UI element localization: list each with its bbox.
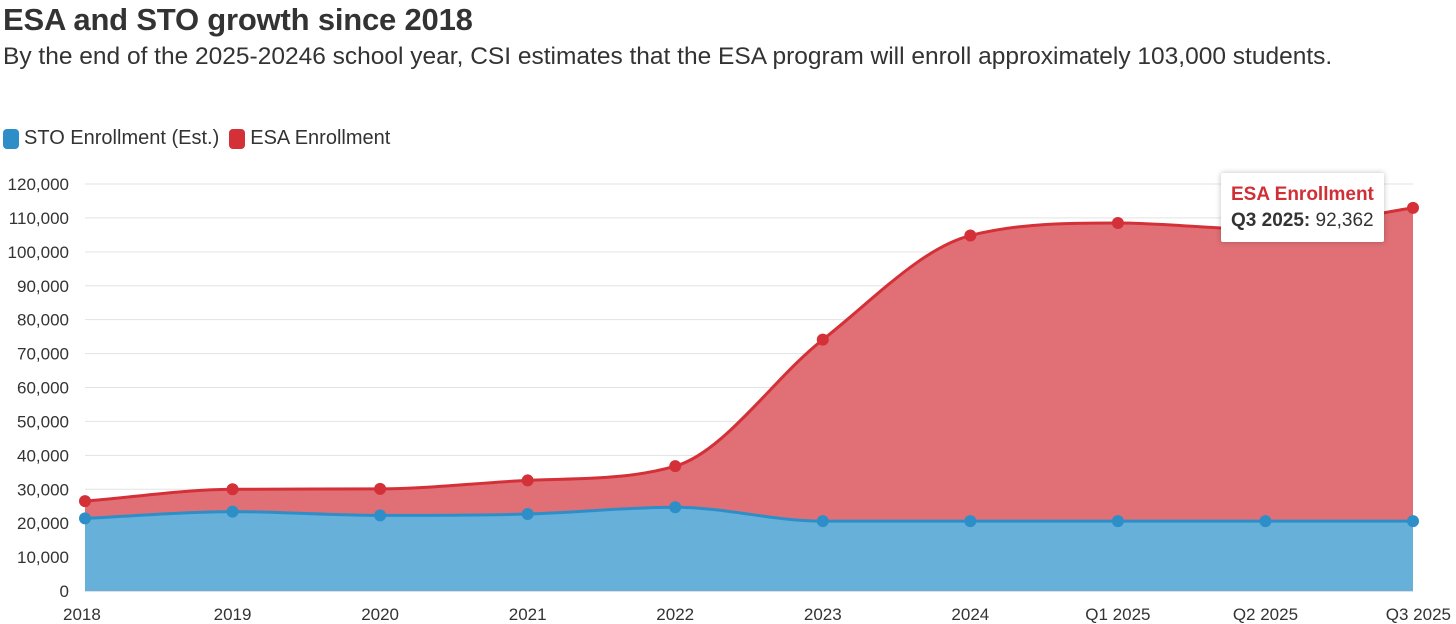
y-tick-label: 10,000 [17,548,69,567]
sto-point [816,515,829,528]
x-tick-label: 2023 [804,605,842,624]
esa-point [816,333,829,346]
y-tick-label: 40,000 [17,446,69,465]
esa-area [85,207,1413,522]
sto-point [1259,515,1272,528]
x-tick-label: 2021 [509,605,547,624]
tooltip-series: ESA Enrollment [1231,184,1374,205]
esa-point [1111,217,1124,230]
y-tick-label: 70,000 [17,345,69,364]
sto-point [374,509,387,522]
esa-point [79,495,91,508]
tooltip: ESA Enrollment Q3 2025: 92,362 [1221,173,1384,242]
x-tick-label: 2022 [656,605,694,624]
legend-item-sto[interactable]: STO Enrollment (Est.) [3,127,219,150]
y-tick-label: 90,000 [17,277,69,296]
y-tick-label: 80,000 [17,311,69,330]
x-tick-label: Q2 2025 [1233,605,1298,624]
tooltip-label: Q3 2025: [1231,210,1311,231]
sto-point [1111,515,1124,528]
legend-swatch-esa [229,128,246,149]
chart-title: ESA and STO growth since 2018 [3,2,473,37]
y-tick-label: 30,000 [17,480,69,499]
x-tick-label: 2020 [361,605,399,624]
y-tick-label: 50,000 [17,412,69,431]
esa-point [226,483,239,496]
y-tick-label: 20,000 [17,514,69,533]
esa-point [1407,201,1419,214]
esa-line [84,206,1414,503]
esa-point [374,482,387,495]
y-tick-label: 60,000 [17,379,69,398]
tooltip-value: 92,362 [1315,210,1374,231]
y-tick-label: 100,000 [8,243,69,262]
sto-point [79,512,91,525]
sto-line [84,505,1413,523]
sto-point [521,508,534,521]
esa-point [521,474,534,487]
sto-area [85,507,1413,591]
y-tick-label: 0 [60,582,69,601]
x-tick-label: 2018 [63,605,101,624]
legend-item-esa[interactable]: ESA Enrollment [229,127,390,150]
sto-point [1407,515,1419,528]
legend-label-esa: ESA Enrollment [250,127,391,149]
y-tick-label: 110,000 [9,209,69,228]
x-tick-label: Q1 2025 [1085,605,1150,624]
sto-point [964,515,977,528]
sto-point [226,505,239,518]
y-tick-label: 120,000 [8,175,69,194]
x-tick-label: Q3 2025 [1386,605,1451,624]
chart-subtitle: By the end of the 2025-20246 school year… [3,43,1333,70]
legend-swatch-sto [3,128,19,149]
sto-point [669,501,682,514]
esa-point [964,229,977,242]
x-tick-label: 2019 [214,605,252,624]
legend: STO Enrollment (Est.) ESA Enrollment [3,127,400,150]
legend-label-sto: STO Enrollment (Est.) [24,127,220,149]
esa-point [669,460,682,473]
x-tick-label: 2024 [951,605,989,624]
